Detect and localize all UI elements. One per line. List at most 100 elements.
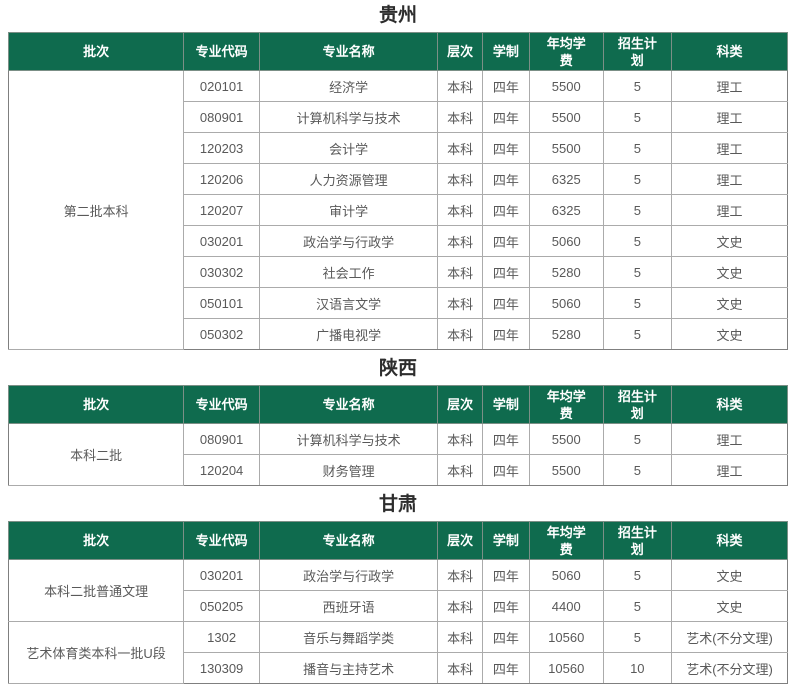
table-row: 080901 计算机科学与技术 本科 四年 5500 5 理工 [9,101,788,133]
table-row: 050101 汉语言文学 本科 四年 5060 5 文史 [9,287,788,319]
table-row: 050302 广播电视学 本科 四年 5280 5 文史 [9,318,788,350]
cell-major: 社会工作 [259,256,439,288]
cell-tuition: 5060 [528,225,604,257]
table-row: 030201 政治学与行政学 本科 四年 5060 5 文史 [9,225,788,257]
table-row: 120207 审计学 本科 四年 6325 5 理工 [9,194,788,226]
column-header-label: 招生计划 [617,524,657,557]
column-header-plan: 招生计划 [602,385,673,424]
column-header-label: 层次 [447,397,474,412]
cell-code: 120206 [183,163,261,195]
plan-table-body: 第二批本科 020101 经济学 本科 四年 5500 5 理工 080901 计算机科学与技术本… [7,70,788,350]
column-header-label: 年均学费 [546,524,586,557]
cell-plan: 5 [602,194,673,226]
cell-category: 文史 [671,590,788,622]
column-header-label: 科类 [716,44,743,59]
column-header-label: 批次 [83,397,110,412]
cell-batch: 本科二批 [7,423,185,486]
cell-duration: 四年 [481,318,530,350]
plan-table-body: 本科二批 080901 计算机科学与技术 本科 四年 5500 5 理工 120204 财务管理本… [7,423,788,486]
cell-level: 本科 [437,101,483,133]
cell-tuition: 5060 [528,287,604,319]
cell-duration: 四年 [481,287,530,319]
column-header-batch: 批次 [7,32,185,71]
column-header-label: 专业代码 [195,397,248,412]
cell-tuition: 5280 [528,318,604,350]
cell-code: 120204 [183,454,261,486]
cell-duration: 四年 [481,590,530,622]
column-header-tuition: 年均学费 [528,521,604,560]
cell-level: 本科 [437,70,483,102]
column-header-label: 招生计划 [617,35,657,68]
cell-duration: 四年 [481,256,530,288]
province-title: 陕西 [378,358,417,379]
cell-duration: 四年 [481,70,530,102]
cell-category: 文史 [671,287,788,319]
cell-level: 本科 [437,621,483,653]
column-header-label: 层次 [447,44,474,59]
column-header-label: 年均学费 [546,388,586,421]
cell-category: 文史 [671,318,788,350]
cell-code: 050101 [183,287,261,319]
cell-code: 030201 [183,559,261,591]
column-header-label: 招生计划 [617,388,657,421]
cell-plan: 5 [602,559,673,591]
column-header-label: 学制 [492,44,519,59]
cell-level: 本科 [437,559,483,591]
cell-major: 汉语言文学 [259,287,439,319]
table-row: 030302 社会工作 本科 四年 5280 5 文史 [9,256,788,288]
cell-major: 审计学 [259,194,439,226]
column-header-label: 科类 [716,533,743,548]
column-header-duration: 学制 [481,385,530,424]
column-header-plan: 招生计划 [602,521,673,560]
cell-tuition: 5500 [528,70,604,102]
cell-major: 政治学与行政学 [259,225,439,257]
column-header-code: 专业代码 [183,32,261,71]
province-title: 贵州 [378,5,417,26]
plan-table-body: 本科二批普通文理 030201 政治学与行政学 本科 四年 5060 5 文史 050205 西班… [7,559,788,684]
column-header-duration: 学制 [481,521,530,560]
cell-major: 财务管理 [259,454,439,486]
header-row: 批次 专业代码 专业名称 层次 学制 年均学费 招生计划 科类 [7,32,788,71]
column-header-label: 学制 [492,533,519,548]
cell-plan: 5 [602,621,673,653]
cell-duration: 四年 [481,163,530,195]
cell-duration: 四年 [481,423,530,455]
cell-category: 理工 [671,454,788,486]
column-header-level: 层次 [437,521,483,560]
column-header-tuition: 年均学费 [528,32,604,71]
cell-plan: 5 [602,225,673,257]
cell-level: 本科 [437,194,483,226]
cell-category: 理工 [671,101,788,133]
cell-plan: 5 [602,132,673,164]
column-header-label: 批次 [83,44,110,59]
cell-major: 西班牙语 [259,590,439,622]
cell-level: 本科 [437,256,483,288]
column-header-label: 专业名称 [322,533,375,548]
cell-major: 政治学与行政学 [259,559,439,591]
cell-code: 020101 [183,70,261,102]
cell-code: 030302 [183,256,261,288]
column-header-label: 层次 [447,533,474,548]
column-header-batch: 批次 [7,521,185,560]
cell-batch: 第二批本科 [7,70,185,350]
column-header-category: 科类 [671,32,788,71]
column-header-category: 科类 [671,385,788,424]
header-row: 批次 专业代码 专业名称 层次 学制 年均学费 招生计划 科类 [7,521,788,560]
cell-duration: 四年 [481,132,530,164]
plan-table-header: 批次 专业代码 专业名称 层次 学制 年均学费 招生计划 科类 [7,32,788,71]
cell-plan: 5 [602,423,673,455]
plan-table-guizhou: 批次 专业代码 专业名称 层次 学制 年均学费 招生计划 科类 第二批本科 020101 经济学本… [7,32,788,350]
cell-major: 经济学 [259,70,439,102]
cell-category: 理工 [671,132,788,164]
plan-table-shaanxi: 批次 专业代码 专业名称 层次 学制 年均学费 招生计划 科类 本科二批 080901 计算机科学… [7,385,788,486]
cell-batch: 本科二批普通文理 [7,559,185,622]
header-row: 批次 专业代码 专业名称 层次 学制 年均学费 招生计划 科类 [7,385,788,424]
cell-major: 计算机科学与技术 [259,423,439,455]
table-row: 艺术体育类本科一批U段 1302 音乐与舞蹈学类 本科 四年 10560 5 艺术(不分文理) [7,621,788,684]
cell-level: 本科 [437,225,483,257]
column-header-label: 科类 [716,397,743,412]
cell-plan: 5 [602,318,673,350]
cell-code: 120207 [183,194,261,226]
column-header-code: 专业代码 [183,385,261,424]
